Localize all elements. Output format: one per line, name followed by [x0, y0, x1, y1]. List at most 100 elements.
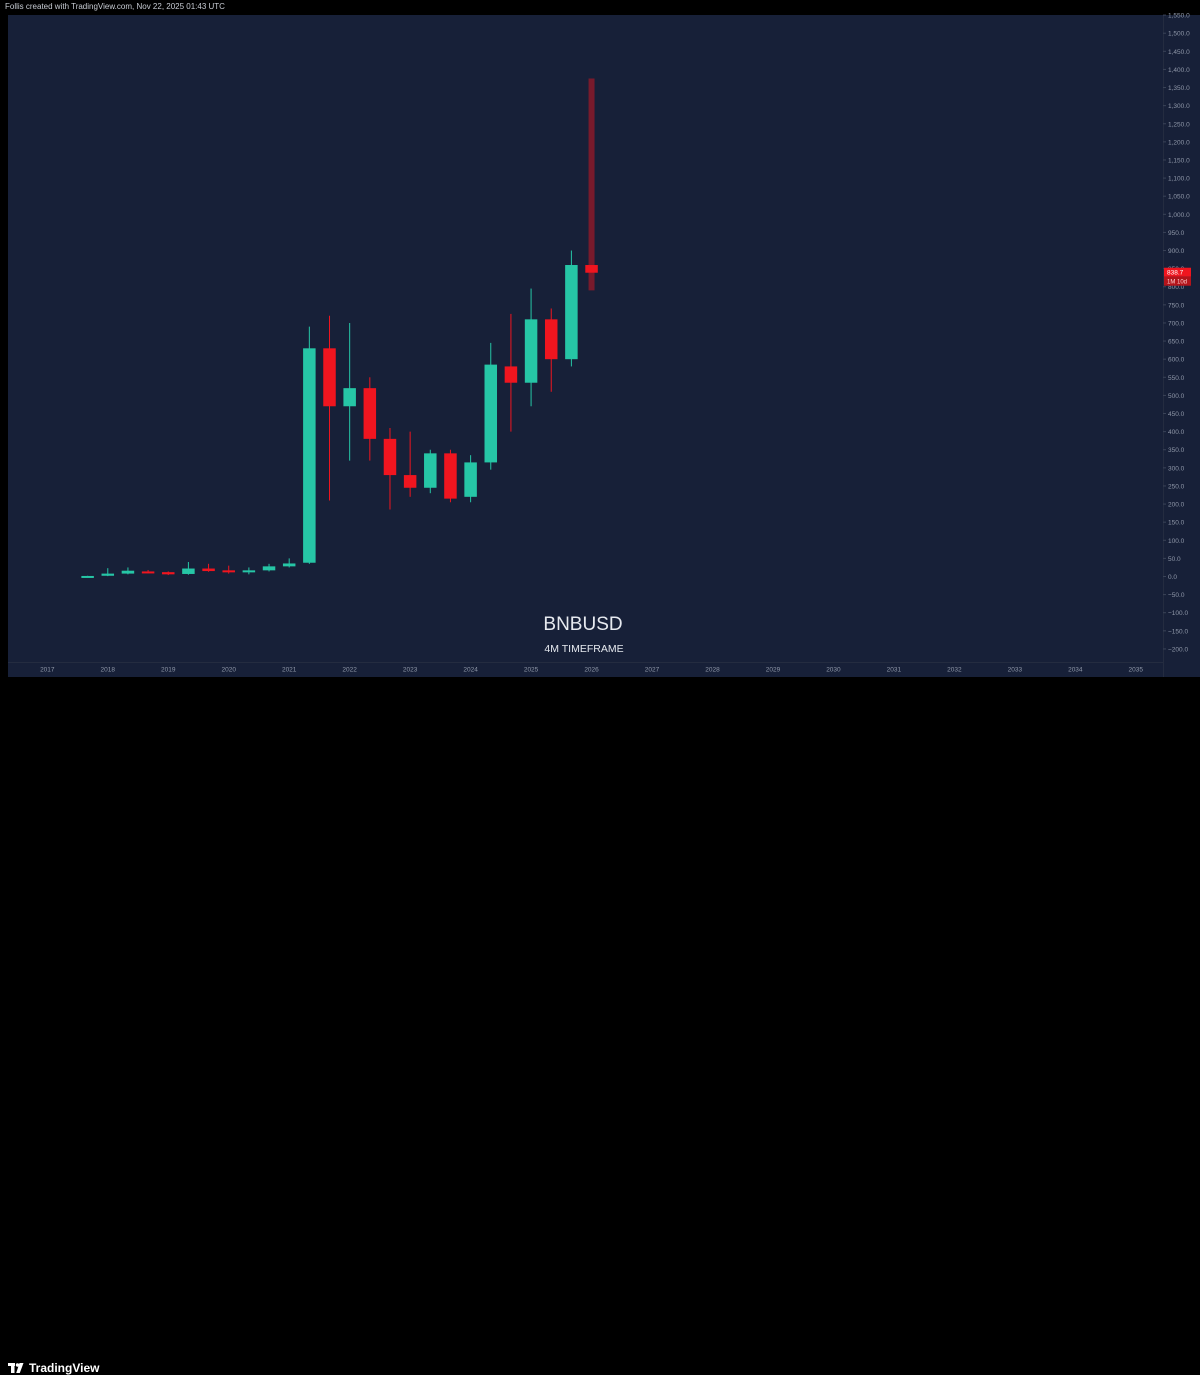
time-axis-labels: 2017 2018 2019 2020 2021 2022 2023 2024 2025 2026… — [40, 667, 1143, 674]
tradingview-logo-icon — [8, 1362, 24, 1373]
candle — [222, 565, 235, 574]
price-axis-label: 600.0 — [1168, 357, 1185, 364]
price-axis-label: −200.0 — [1168, 646, 1188, 653]
candle — [161, 571, 175, 576]
time-axis-label: 2024 — [463, 667, 478, 674]
tradingview-logo-text: TradingView — [29, 1361, 100, 1375]
candle-body — [262, 566, 276, 571]
candle-body — [222, 570, 235, 573]
time-axis-label: 2026 — [584, 667, 599, 674]
candle — [585, 78, 598, 291]
price-axis-label: 550.0 — [1168, 375, 1185, 382]
candle — [323, 315, 336, 501]
candle-body — [101, 573, 115, 576]
candle — [504, 313, 518, 432]
time-axis-label: 2029 — [766, 667, 781, 674]
countdown-box — [1164, 276, 1191, 286]
chart-watermark: BNBUSD 4M TIMEFRAME — [543, 614, 623, 655]
price-axis-label: 950.0 — [1168, 230, 1185, 237]
bar-countdown-label: 1M 10d — [1167, 280, 1187, 286]
price-axis-label: 300.0 — [1168, 465, 1185, 472]
candle-body — [524, 319, 538, 383]
price-axis-label: 350.0 — [1168, 447, 1185, 454]
price-axis-label: 1,300.0 — [1168, 103, 1190, 110]
candle-body — [343, 388, 356, 407]
price-axis-label: 250.0 — [1168, 483, 1185, 490]
price-axis-label: 650.0 — [1168, 339, 1185, 346]
time-axis-label: 2017 — [40, 667, 55, 674]
candles — [81, 78, 598, 578]
candle — [383, 427, 397, 510]
candle — [343, 322, 356, 461]
candle — [242, 567, 256, 575]
price-axis-label: 500.0 — [1168, 393, 1185, 400]
price-axis-label: 1,050.0 — [1168, 194, 1190, 201]
price-axis-label: 800.0 — [1168, 284, 1185, 291]
symbol-title: BNBUSD — [543, 614, 622, 635]
candle-body — [585, 265, 598, 273]
time-axis-label: 2030 — [826, 667, 841, 674]
candle-body — [141, 571, 155, 574]
candle-body — [504, 366, 518, 383]
tradingview-logo[interactable]: TradingView — [8, 1361, 99, 1375]
candle-body — [444, 453, 457, 499]
price-axis-label: 1,350.0 — [1168, 85, 1190, 92]
candle-body — [464, 462, 477, 497]
candle — [363, 377, 377, 461]
candle — [444, 449, 457, 503]
price-axis-label: 50.0 — [1168, 556, 1181, 563]
candle — [282, 558, 296, 568]
candle-body — [182, 568, 195, 574]
price-axis-label: 150.0 — [1168, 520, 1185, 527]
price-axis-label: 1,100.0 — [1168, 176, 1190, 183]
candle — [464, 455, 477, 503]
time-axis-label: 2019 — [161, 667, 176, 674]
candle-body — [242, 570, 256, 573]
attribution-text: Follis created with TradingView.com, Nov… — [5, 2, 225, 11]
time-axis[interactable] — [8, 662, 1163, 678]
price-axis-label: 1,400.0 — [1168, 67, 1190, 74]
price-axis-label: 1,250.0 — [1168, 121, 1190, 128]
last-price-marker: 838.7 1M 10d — [1164, 267, 1191, 286]
candle — [544, 308, 558, 392]
time-axis-label: 2028 — [705, 667, 720, 674]
candle-body — [363, 388, 377, 439]
price-axis-label: 900.0 — [1168, 248, 1185, 255]
price-axis[interactable] — [1163, 15, 1200, 677]
footer-bar: TradingView — [0, 677, 1200, 1375]
price-axis-label: −150.0 — [1168, 628, 1188, 635]
candle — [303, 326, 316, 564]
candle — [484, 342, 498, 470]
price-axis-labels: 1,550.0 1,500.0 1,450.0 1,400.0 1,350.0 1,300… — [1163, 13, 1190, 653]
time-axis-label: 2022 — [342, 667, 357, 674]
candle-body — [161, 572, 175, 575]
candle-body — [383, 438, 397, 476]
time-axis-label: 2023 — [403, 667, 418, 674]
price-axis-label: 700.0 — [1168, 320, 1185, 327]
candle-body — [303, 348, 316, 563]
price-axis-label: 750.0 — [1168, 302, 1185, 309]
candle — [141, 569, 155, 574]
time-axis-label: 2021 — [282, 667, 297, 674]
price-axis-label: 1,200.0 — [1168, 139, 1190, 146]
time-axis-label: 2020 — [221, 667, 236, 674]
candle-body — [403, 475, 417, 488]
time-axis-label: 2025 — [524, 667, 539, 674]
candle — [81, 575, 94, 578]
candle — [121, 567, 135, 575]
candle — [424, 449, 437, 494]
price-axis-label: 100.0 — [1168, 538, 1185, 545]
candle-body — [323, 348, 336, 407]
time-axis-label: 2018 — [101, 667, 116, 674]
price-axis-label: 1,500.0 — [1168, 31, 1190, 38]
chart-plot-area[interactable] — [8, 15, 1163, 677]
last-price-box — [1164, 267, 1191, 277]
candle-body — [544, 319, 558, 360]
candle-body — [202, 568, 215, 572]
last-price-label: 838.7 — [1167, 270, 1184, 277]
candle-body — [484, 364, 498, 463]
price-axis-label: 400.0 — [1168, 429, 1185, 436]
time-axis-label: 2031 — [887, 667, 902, 674]
price-axis-label: 1,550.0 — [1168, 13, 1190, 20]
time-axis-label: 2033 — [1008, 667, 1023, 674]
